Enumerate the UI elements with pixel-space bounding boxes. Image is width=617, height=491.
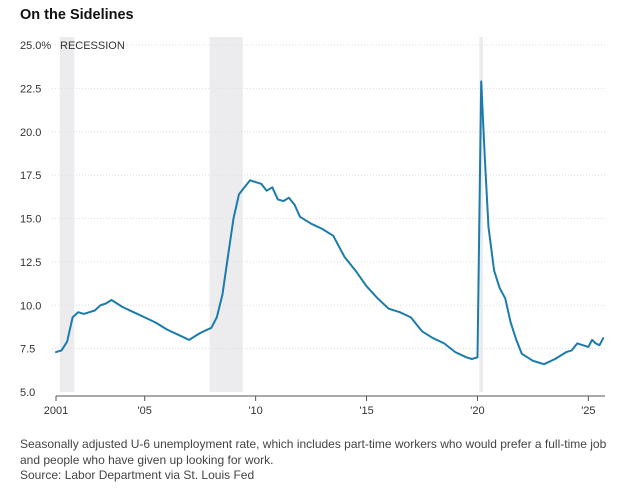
x-tick-label: '25 [581, 405, 595, 417]
recession-band-1 [209, 37, 243, 392]
gridlines [52, 44, 605, 350]
x-tick-label: '20 [470, 405, 484, 417]
y-tick-label: 5.0 [20, 387, 35, 399]
recession-band-2 [479, 37, 483, 392]
chart-caption: Seasonally adjusted U-6 unemployment rat… [20, 437, 607, 467]
y-tick-label: 20.0 [20, 127, 41, 139]
series-line [55, 80, 605, 366]
y-axis-ticks: 25.0% 22.5 20.0 17.5 15.0 12.5 10.0 7.5 5.0 [20, 40, 51, 399]
y-tick-label: 10.0 [20, 300, 41, 312]
recession-band-0 [59, 37, 75, 392]
chart-title: On the Sidelines [20, 7, 134, 23]
y-tick-label: 17.5 [20, 170, 41, 182]
x-tick-label: '10 [248, 405, 262, 417]
x-tick-label: 2001 [44, 405, 68, 417]
y-tick-label: 22.5 [20, 83, 41, 95]
chart-source: Source: Labor Department via St. Louis F… [20, 468, 255, 482]
y-tick-label: 15.0 [20, 214, 41, 226]
y-tick-label: 25.0% [20, 40, 51, 52]
recession-bands [59, 37, 483, 392]
y-tick-label: 7.5 [20, 344, 35, 356]
x-tick-label: '15 [359, 405, 373, 417]
x-axis: 2001 '05 '10 '15 '20 '25 [44, 395, 605, 417]
x-tick-label: '05 [138, 405, 152, 417]
recession-label: RECESSION [60, 40, 125, 52]
y-tick-label: 12.5 [20, 257, 41, 269]
